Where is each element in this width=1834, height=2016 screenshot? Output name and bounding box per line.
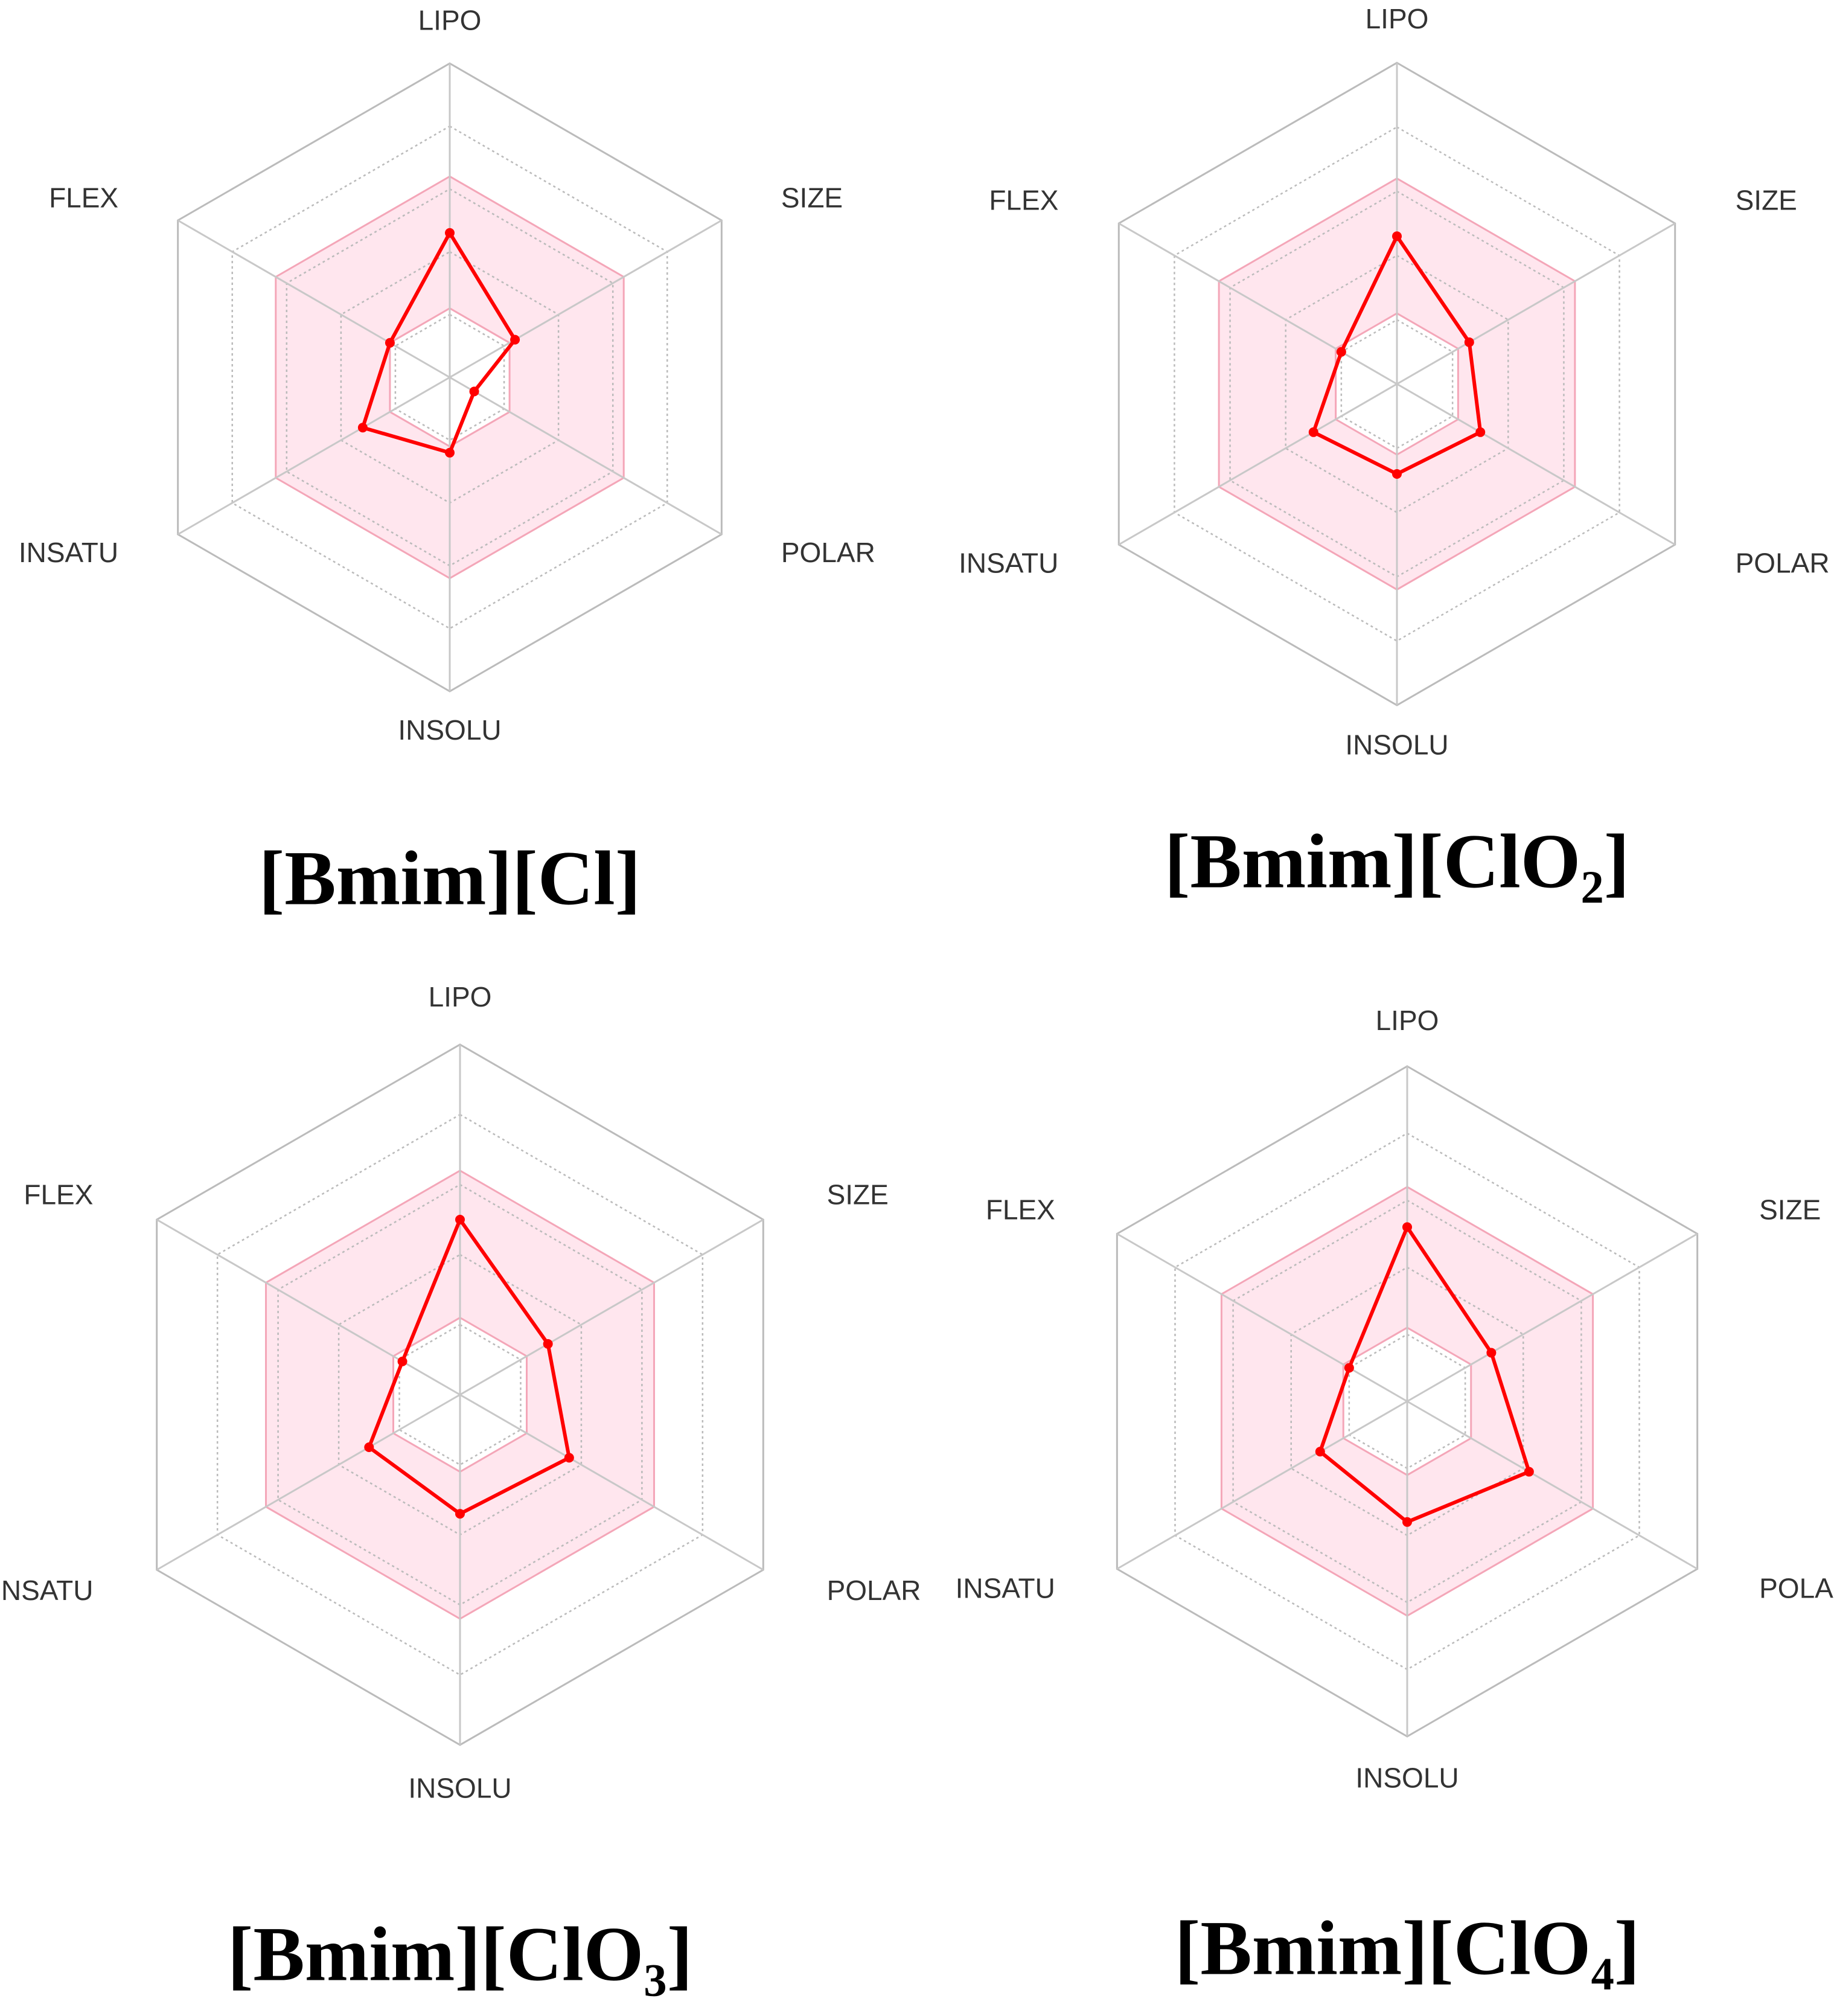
data-point [455, 1509, 465, 1519]
data-point [1344, 1363, 1354, 1373]
axis-label: INSOLU [408, 1773, 511, 1804]
chart-title: [Bmim][Cl] [259, 835, 641, 921]
axis-spoke [1407, 1233, 1698, 1403]
data-point [1464, 337, 1474, 347]
data-point [543, 1339, 553, 1349]
axis-label: INSATU [959, 548, 1058, 579]
axis-spoke [1396, 222, 1676, 385]
axis-label: FLEX [986, 1194, 1055, 1226]
data-point [385, 338, 395, 348]
axis-label: SIZE [1759, 1194, 1821, 1226]
data-point [445, 447, 455, 458]
axis-spoke [449, 219, 723, 379]
axis-label: SIZE [827, 1179, 889, 1210]
axis-label: LIPO [1366, 3, 1429, 34]
data-point [445, 228, 455, 238]
data-point [1308, 427, 1318, 437]
chart-title: [Bmim][ClO₄] [1175, 1905, 1640, 1991]
data-point [1486, 1348, 1497, 1358]
axis-spoke [156, 1394, 461, 1571]
data-point [1402, 1222, 1412, 1232]
axis-label: FLEX [24, 1179, 93, 1210]
axis-label: INSOLU [398, 714, 501, 746]
data-point [1524, 1467, 1534, 1477]
axis-label: LIPO [429, 981, 492, 1013]
axis-spoke [1118, 383, 1398, 546]
axis-label: INSOLU [1355, 1762, 1459, 1793]
radar-chart: LIPO SIZE POLAR INSOLU INSATU FLEX [Bmim][Cl] [19, 5, 875, 921]
axis-label: FLEX [49, 182, 118, 213]
axis-spoke [177, 219, 450, 379]
data-point [455, 1215, 465, 1224]
axis-label: POLAR [827, 1575, 921, 1606]
axis-spoke [459, 1394, 764, 1571]
data-point [1402, 1517, 1412, 1527]
data-point [1392, 231, 1402, 242]
axis-spoke [156, 1218, 461, 1396]
chart-title: [Bmim][ClO₃] [228, 1911, 693, 1997]
axis-label: LIPO [1376, 1005, 1439, 1036]
data-point [1315, 1447, 1325, 1457]
axis-spoke [449, 376, 723, 536]
axis-label: INSATU [19, 537, 118, 568]
data-point [1392, 469, 1402, 479]
axis-label: SIZE [781, 182, 843, 213]
data-point [357, 423, 368, 433]
axis-label: INSOLU [1345, 729, 1448, 760]
axis-label: INSATU [956, 1573, 1055, 1604]
axis-spoke [1118, 222, 1398, 385]
axis-label: POLAR [781, 537, 875, 568]
axis-label: POLAR [1759, 1573, 1834, 1604]
data-point [469, 386, 479, 397]
axis-label: INSATU [0, 1575, 93, 1606]
axis-label: FLEX [989, 185, 1058, 216]
data-point [564, 1453, 574, 1463]
chart-title: [Bmim][ClO₂] [1165, 818, 1630, 904]
radar-chart: LIPO SIZE POLAR INSOLU INSATU FLEX [Bmim][ClO₂… [959, 3, 1829, 904]
axis-spoke [1116, 1400, 1408, 1570]
axis-spoke [459, 1218, 764, 1396]
axis-label: LIPO [418, 5, 482, 36]
axis-spoke [1116, 1233, 1408, 1403]
radar-chart: LIPO SIZE POLAR INSOLU INSATU FLEX [Bmim][ClO₃… [0, 981, 921, 1997]
radar-chart: LIPO SIZE POLAR INSOLU INSATU FLEX [Bmim][ClO₄… [956, 1005, 1834, 1991]
axis-label: SIZE [1736, 185, 1797, 216]
axis-spoke [177, 376, 450, 536]
data-point [364, 1442, 374, 1452]
axis-spoke [1407, 1400, 1698, 1570]
data-point [1475, 427, 1486, 437]
data-point [1336, 347, 1346, 357]
data-point [510, 334, 520, 345]
axis-label: POLAR [1736, 548, 1830, 579]
axis-spoke [1396, 383, 1676, 546]
data-point [397, 1356, 407, 1366]
